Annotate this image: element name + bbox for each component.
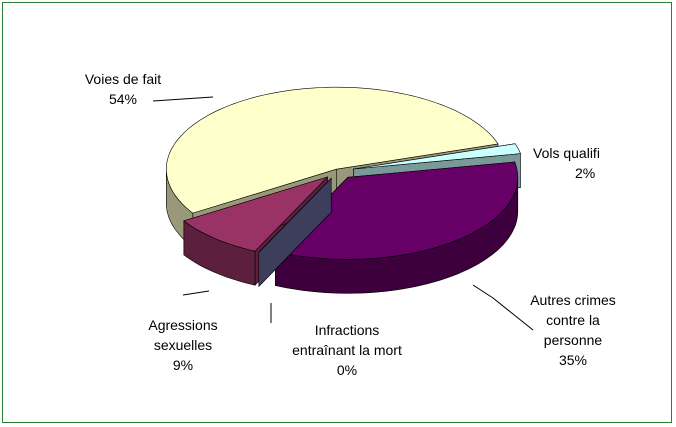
slice: [353, 143, 521, 170]
slice: [274, 161, 519, 260]
leader-lines: [152, 96, 534, 331]
value-label: 0%: [336, 362, 358, 378]
value-label: 54%: [108, 91, 138, 107]
leader-line: [182, 290, 210, 296]
label-vols: Vols qualifi 2%: [533, 143, 671, 183]
leader-line: [152, 96, 214, 102]
category-label: Vols qualifi: [533, 145, 600, 161]
value-label: 2%: [575, 165, 596, 181]
slice: [183, 176, 328, 252]
leader-line: [472, 284, 534, 331]
category-label: Voies de fait: [84, 71, 162, 87]
pie: [166, 86, 521, 294]
category-label: Autres crimes contre la personne: [530, 292, 616, 348]
label-autres: Autres crimes contre la personne 35%: [518, 290, 628, 370]
chart: [152, 86, 534, 331]
category-label: Infractions entraînant la mort: [292, 322, 402, 358]
category-label: Agressions sexuelles: [148, 317, 218, 353]
slice: [166, 86, 499, 214]
label-voies: Voies de fait 54%: [63, 69, 183, 109]
label-agressions: Agressions sexuelles 9%: [133, 315, 233, 375]
value-label: 35%: [558, 352, 588, 368]
plot-frame: Voies de fait 54% Vols qualifi 2% Autres c…: [2, 2, 672, 423]
label-infractions: Infractions entraînant la mort 0%: [289, 320, 405, 380]
value-label: 9%: [172, 357, 194, 373]
